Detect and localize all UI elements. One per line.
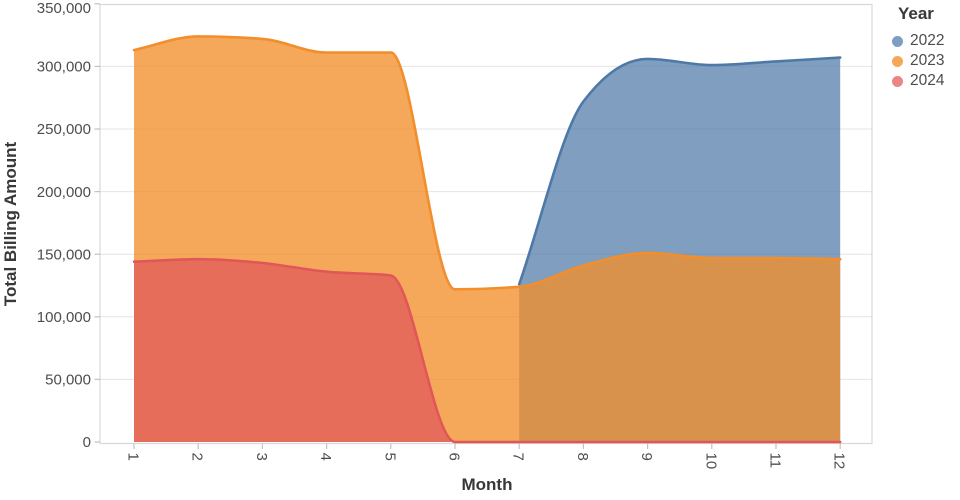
y-tick-label: 50,000 — [45, 372, 91, 389]
legend-swatch-2023-icon — [892, 55, 903, 67]
y-tick-label: 200,000 — [37, 184, 91, 201]
x-tick-label: 2 — [189, 453, 206, 461]
x-tick-label: 3 — [253, 453, 270, 461]
x-tick-label: 9 — [638, 453, 655, 461]
x-tick-label: 1 — [125, 453, 142, 461]
x-tick-label: 4 — [317, 453, 334, 461]
line-2024[interactable] — [132, 257, 842, 444]
legend-item-2022[interactable]: 2022 — [892, 31, 944, 51]
y-tick-label: 150,000 — [37, 246, 91, 263]
legend-label-2024: 2024 — [910, 72, 945, 89]
y-axis-title: Total Billing Amount — [1, 142, 20, 307]
area-2024[interactable] — [134, 259, 841, 442]
y-tick-label: 300,000 — [37, 59, 91, 76]
legend-item-2023[interactable]: 2023 — [892, 51, 944, 71]
legend-item-2024[interactable]: 2024 — [892, 71, 944, 91]
legend-label-2022: 2022 — [910, 32, 945, 49]
y-tick-label: 100,000 — [37, 309, 91, 326]
tick-labels: 0 50,000 100,000 150,000 200,000 250,000 300,0… — [37, 0, 848, 469]
x-tick-label: 12 — [831, 453, 848, 470]
line-2023[interactable] — [132, 35, 842, 291]
legend-swatch-2024-icon — [892, 75, 903, 87]
x-tick-label: 6 — [446, 453, 463, 461]
x-tick-label: 11 — [767, 453, 784, 469]
y-tick-label: 350,000 — [37, 0, 91, 17]
legend-label-2023: 2023 — [910, 52, 945, 69]
x-tick-label: 5 — [381, 453, 398, 461]
x-axis-title: Month — [462, 475, 513, 494]
axis-ticks — [94, 3, 841, 449]
y-tick-label: 250,000 — [37, 121, 91, 138]
area-series — [132, 35, 842, 444]
x-tick-label: 10 — [702, 453, 719, 470]
x-tick-label: 8 — [574, 453, 591, 461]
legend: Year 2022 2023 2024 — [892, 4, 944, 91]
x-tick-label: 7 — [510, 453, 527, 461]
y-tick-label: 0 — [83, 434, 91, 451]
line-2022[interactable] — [517, 56, 842, 286]
legend-swatch-2022-icon — [892, 35, 903, 47]
plot-border-rect — [99, 3, 873, 445]
plot-border — [99, 3, 873, 445]
legend-title: Year — [898, 4, 934, 23]
